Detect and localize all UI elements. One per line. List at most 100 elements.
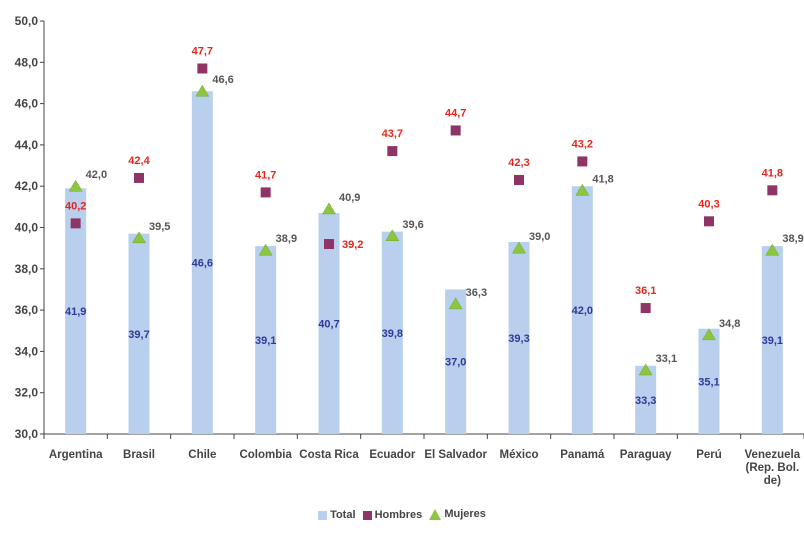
y-tick-label: 30,0: [15, 427, 39, 441]
bar-total: [128, 233, 150, 434]
x-category-label: México: [500, 449, 539, 461]
data-label-total: 39,8: [382, 328, 403, 340]
y-tick-label: 32,0: [15, 386, 39, 400]
data-label-hombres: 41,8: [762, 167, 783, 179]
y-tick-label: 38,0: [15, 262, 39, 276]
data-label-mujeres: 34,8: [719, 318, 740, 330]
y-tick-label: 48,0: [15, 55, 39, 69]
x-category-label: Venezuela: [745, 449, 801, 461]
data-label-hombres: 39,2: [342, 239, 363, 251]
y-tick-label: 44,0: [15, 138, 39, 152]
legend: Total Hombres Mujeres: [0, 508, 804, 523]
data-label-total: 39,1: [255, 335, 276, 347]
data-label-mujeres: 36,3: [466, 287, 487, 299]
data-label-total: 40,7: [318, 319, 339, 331]
marker-mujeres: [322, 202, 336, 215]
y-tick-label: 46,0: [15, 97, 39, 111]
data-label-total: 35,1: [698, 376, 719, 388]
x-category-label: Argentina: [49, 449, 103, 461]
marker-hombres: [704, 216, 714, 227]
x-category-label: Paraguay: [620, 449, 672, 461]
y-tick-label: 34,0: [15, 344, 39, 358]
marker-mujeres: [702, 328, 716, 341]
x-category-label: Perú: [696, 449, 722, 461]
marker-mujeres: [385, 229, 400, 242]
data-label-mujeres: 46,6: [212, 74, 233, 86]
legend-item-mujeres: Mujeres: [429, 508, 486, 520]
x-category-label: Ecuador: [369, 449, 416, 461]
data-label-total: 37,0: [445, 357, 466, 369]
x-category-label: El Salvador: [424, 449, 487, 461]
bar-total: [508, 241, 530, 434]
marker-hombres: [260, 187, 271, 198]
data-label-mujeres: 39,5: [149, 221, 170, 233]
marker-mujeres: [195, 84, 210, 97]
bar-total: [191, 91, 213, 435]
bar-total: [571, 186, 593, 434]
legend-item-hombres: Hombres: [362, 509, 423, 521]
bar-total: [381, 231, 403, 434]
data-label-hombres: 44,7: [445, 107, 466, 119]
marker-hombres: [197, 63, 208, 74]
legend-swatch-mujeres: [429, 508, 442, 520]
data-label-hombres: 43,7: [382, 128, 403, 140]
bar-total: [635, 365, 657, 434]
data-label-hombres: 40,3: [698, 198, 719, 210]
marker-hombres: [577, 156, 588, 167]
marker-mujeres: [512, 241, 526, 254]
data-label-hombres: 40,2: [65, 200, 86, 212]
data-label-hombres: 47,7: [192, 45, 213, 57]
x-category-label: Brasil: [123, 449, 155, 461]
x-category-label: de): [764, 475, 781, 487]
x-category-label: Colombia: [239, 449, 292, 461]
y-tick-label: 42,0: [15, 179, 39, 193]
marker-hombres: [450, 125, 461, 136]
bar-total: [698, 328, 720, 434]
data-label-mujeres: 33,1: [656, 353, 677, 365]
data-label-hombres: 42,4: [128, 155, 150, 167]
legend-label-total: Total: [330, 509, 356, 521]
y-tick-label: 36,0: [15, 303, 39, 317]
bar-total: [318, 213, 340, 434]
marker-hombres: [134, 172, 144, 183]
marker-hombres: [640, 303, 651, 314]
data-label-hombres: 43,2: [572, 138, 593, 150]
legend-item-total: Total: [318, 509, 356, 521]
marker-hombres: [70, 218, 81, 229]
y-tick-label: 50,0: [15, 14, 39, 28]
marker-mujeres: [448, 297, 463, 310]
data-label-mujeres: 39,0: [529, 231, 550, 243]
data-label-hombres: 42,3: [508, 157, 529, 169]
legend-label-hombres: Hombres: [374, 509, 423, 521]
data-label-total: 39,3: [508, 333, 529, 345]
data-label-total: 39,1: [762, 335, 783, 347]
legend-swatch-hombres: [362, 510, 372, 520]
data-label-hombres: 36,1: [635, 285, 656, 297]
data-label-total: 42,0: [572, 305, 593, 317]
bar-total: [445, 289, 467, 434]
bar-total: [65, 188, 87, 434]
marker-hombres: [324, 239, 334, 250]
data-label-mujeres: 38,9: [782, 233, 803, 245]
data-label-mujeres: 38,9: [276, 233, 297, 245]
marker-hombres: [514, 175, 524, 186]
marker-mujeres: [575, 183, 590, 196]
marker-mujeres: [258, 243, 273, 256]
data-label-total: 39,7: [128, 329, 149, 341]
data-label-mujeres: 40,9: [339, 192, 360, 204]
x-category-label: Chile: [188, 449, 216, 461]
x-category-label: Panamá: [560, 449, 605, 461]
data-label-hombres: 41,7: [255, 169, 276, 181]
marker-mujeres: [132, 231, 146, 244]
data-label-total: 41,9: [65, 306, 86, 318]
data-label-mujeres: 39,6: [402, 219, 423, 231]
data-label-total: 33,3: [635, 395, 656, 407]
bar-total: [255, 246, 277, 434]
x-category-label: (Rep. Bol.: [745, 462, 799, 474]
marker-mujeres: [68, 179, 83, 192]
bar-total: [761, 246, 783, 434]
data-label-mujeres: 41,8: [592, 173, 613, 185]
y-tick-label: 40,0: [15, 221, 39, 235]
